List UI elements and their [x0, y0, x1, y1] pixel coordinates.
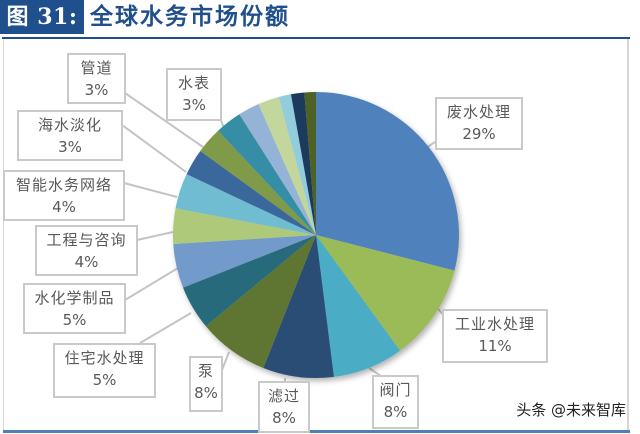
pie-slice-7 — [173, 208, 316, 244]
callout-label: 海水淡化 — [37, 116, 102, 134]
pie-slice-4 — [205, 235, 316, 368]
data-callout: 水表 3% — [166, 68, 222, 121]
callout-leader — [123, 182, 178, 198]
pie-slice-11 — [218, 114, 316, 235]
data-callout: 废水处理 29% — [435, 97, 523, 150]
data-callout: 智能水务网络 4% — [3, 170, 125, 221]
pie-slice-other-12 — [239, 104, 316, 235]
data-callout: 工业水处理 11% — [442, 309, 548, 363]
pie-slice-other-15 — [290, 92, 316, 235]
callout-value: 4% — [74, 253, 99, 271]
pie-slice-2 — [316, 235, 401, 377]
callout-leader — [136, 231, 174, 241]
callout-label: 水化学制品 — [34, 289, 115, 307]
pie-slice-10 — [200, 130, 316, 235]
data-callout: 住宅水处理 5% — [53, 343, 156, 398]
callout-value: 8% — [383, 403, 408, 421]
data-callout: 海水淡化 3% — [17, 110, 123, 161]
callout-value: 11% — [478, 337, 512, 355]
callout-label: 废水处理 — [446, 103, 511, 121]
callout-leader — [121, 124, 187, 173]
figure-number: 图 31: — [0, 0, 84, 34]
callout-label: 工程与咨询 — [46, 231, 127, 249]
pie-slice-9 — [186, 150, 316, 235]
callout-value: 8% — [194, 384, 218, 402]
callout-label: 工业水处理 — [454, 315, 535, 333]
callout-label: 管道 — [80, 59, 113, 77]
data-callout: 滤过 8% — [258, 381, 310, 433]
callout-value: 5% — [62, 311, 87, 329]
watermark: 头条 @未来智库 — [516, 401, 626, 419]
callout-label: 智能水务网络 — [15, 176, 112, 194]
callout-value: 8% — [272, 409, 296, 427]
callout-leader — [124, 267, 179, 301]
callout-value: 4% — [52, 198, 76, 216]
pie-slice-other-13 — [258, 96, 316, 235]
callout-value: 29% — [462, 125, 496, 143]
data-callout: 阀门 8% — [372, 375, 419, 429]
callout-label: 滤过 — [267, 387, 300, 405]
callout-label: 阀门 — [379, 381, 412, 399]
data-callout: 工程与咨询 4% — [35, 225, 138, 276]
pie-slice-6 — [173, 235, 316, 288]
pie-slices — [173, 92, 459, 378]
pie-slice-3 — [263, 235, 334, 378]
callout-label: 住宅水处理 — [64, 349, 145, 367]
title-rule — [2, 37, 630, 39]
pie-slice-1 — [316, 235, 455, 351]
pie-slice-5 — [183, 235, 316, 327]
pie-slice-0 — [316, 92, 459, 271]
data-callout: 水化学制品 5% — [23, 283, 126, 334]
callout-leader — [124, 92, 204, 148]
pie-slice-other-14 — [278, 94, 316, 235]
callout-value: 3% — [58, 138, 82, 156]
data-callout: 管道 3% — [67, 53, 126, 104]
pie-slice-other-16 — [304, 92, 316, 235]
callout-value: 3% — [84, 81, 109, 99]
data-callout: 泵 8% — [189, 356, 223, 412]
pie-slice-8 — [175, 174, 316, 235]
callout-label: 水表 — [177, 74, 210, 92]
callout-leader — [221, 351, 230, 371]
bottom-rule — [3, 430, 630, 433]
callout-label: 泵 — [197, 362, 214, 380]
chart-frame — [3, 39, 629, 431]
callout-value: 3% — [182, 96, 206, 114]
callout-value: 5% — [92, 371, 117, 389]
callout-leader — [139, 312, 192, 344]
chart-title: 全球水务市场份额 — [90, 3, 290, 30]
